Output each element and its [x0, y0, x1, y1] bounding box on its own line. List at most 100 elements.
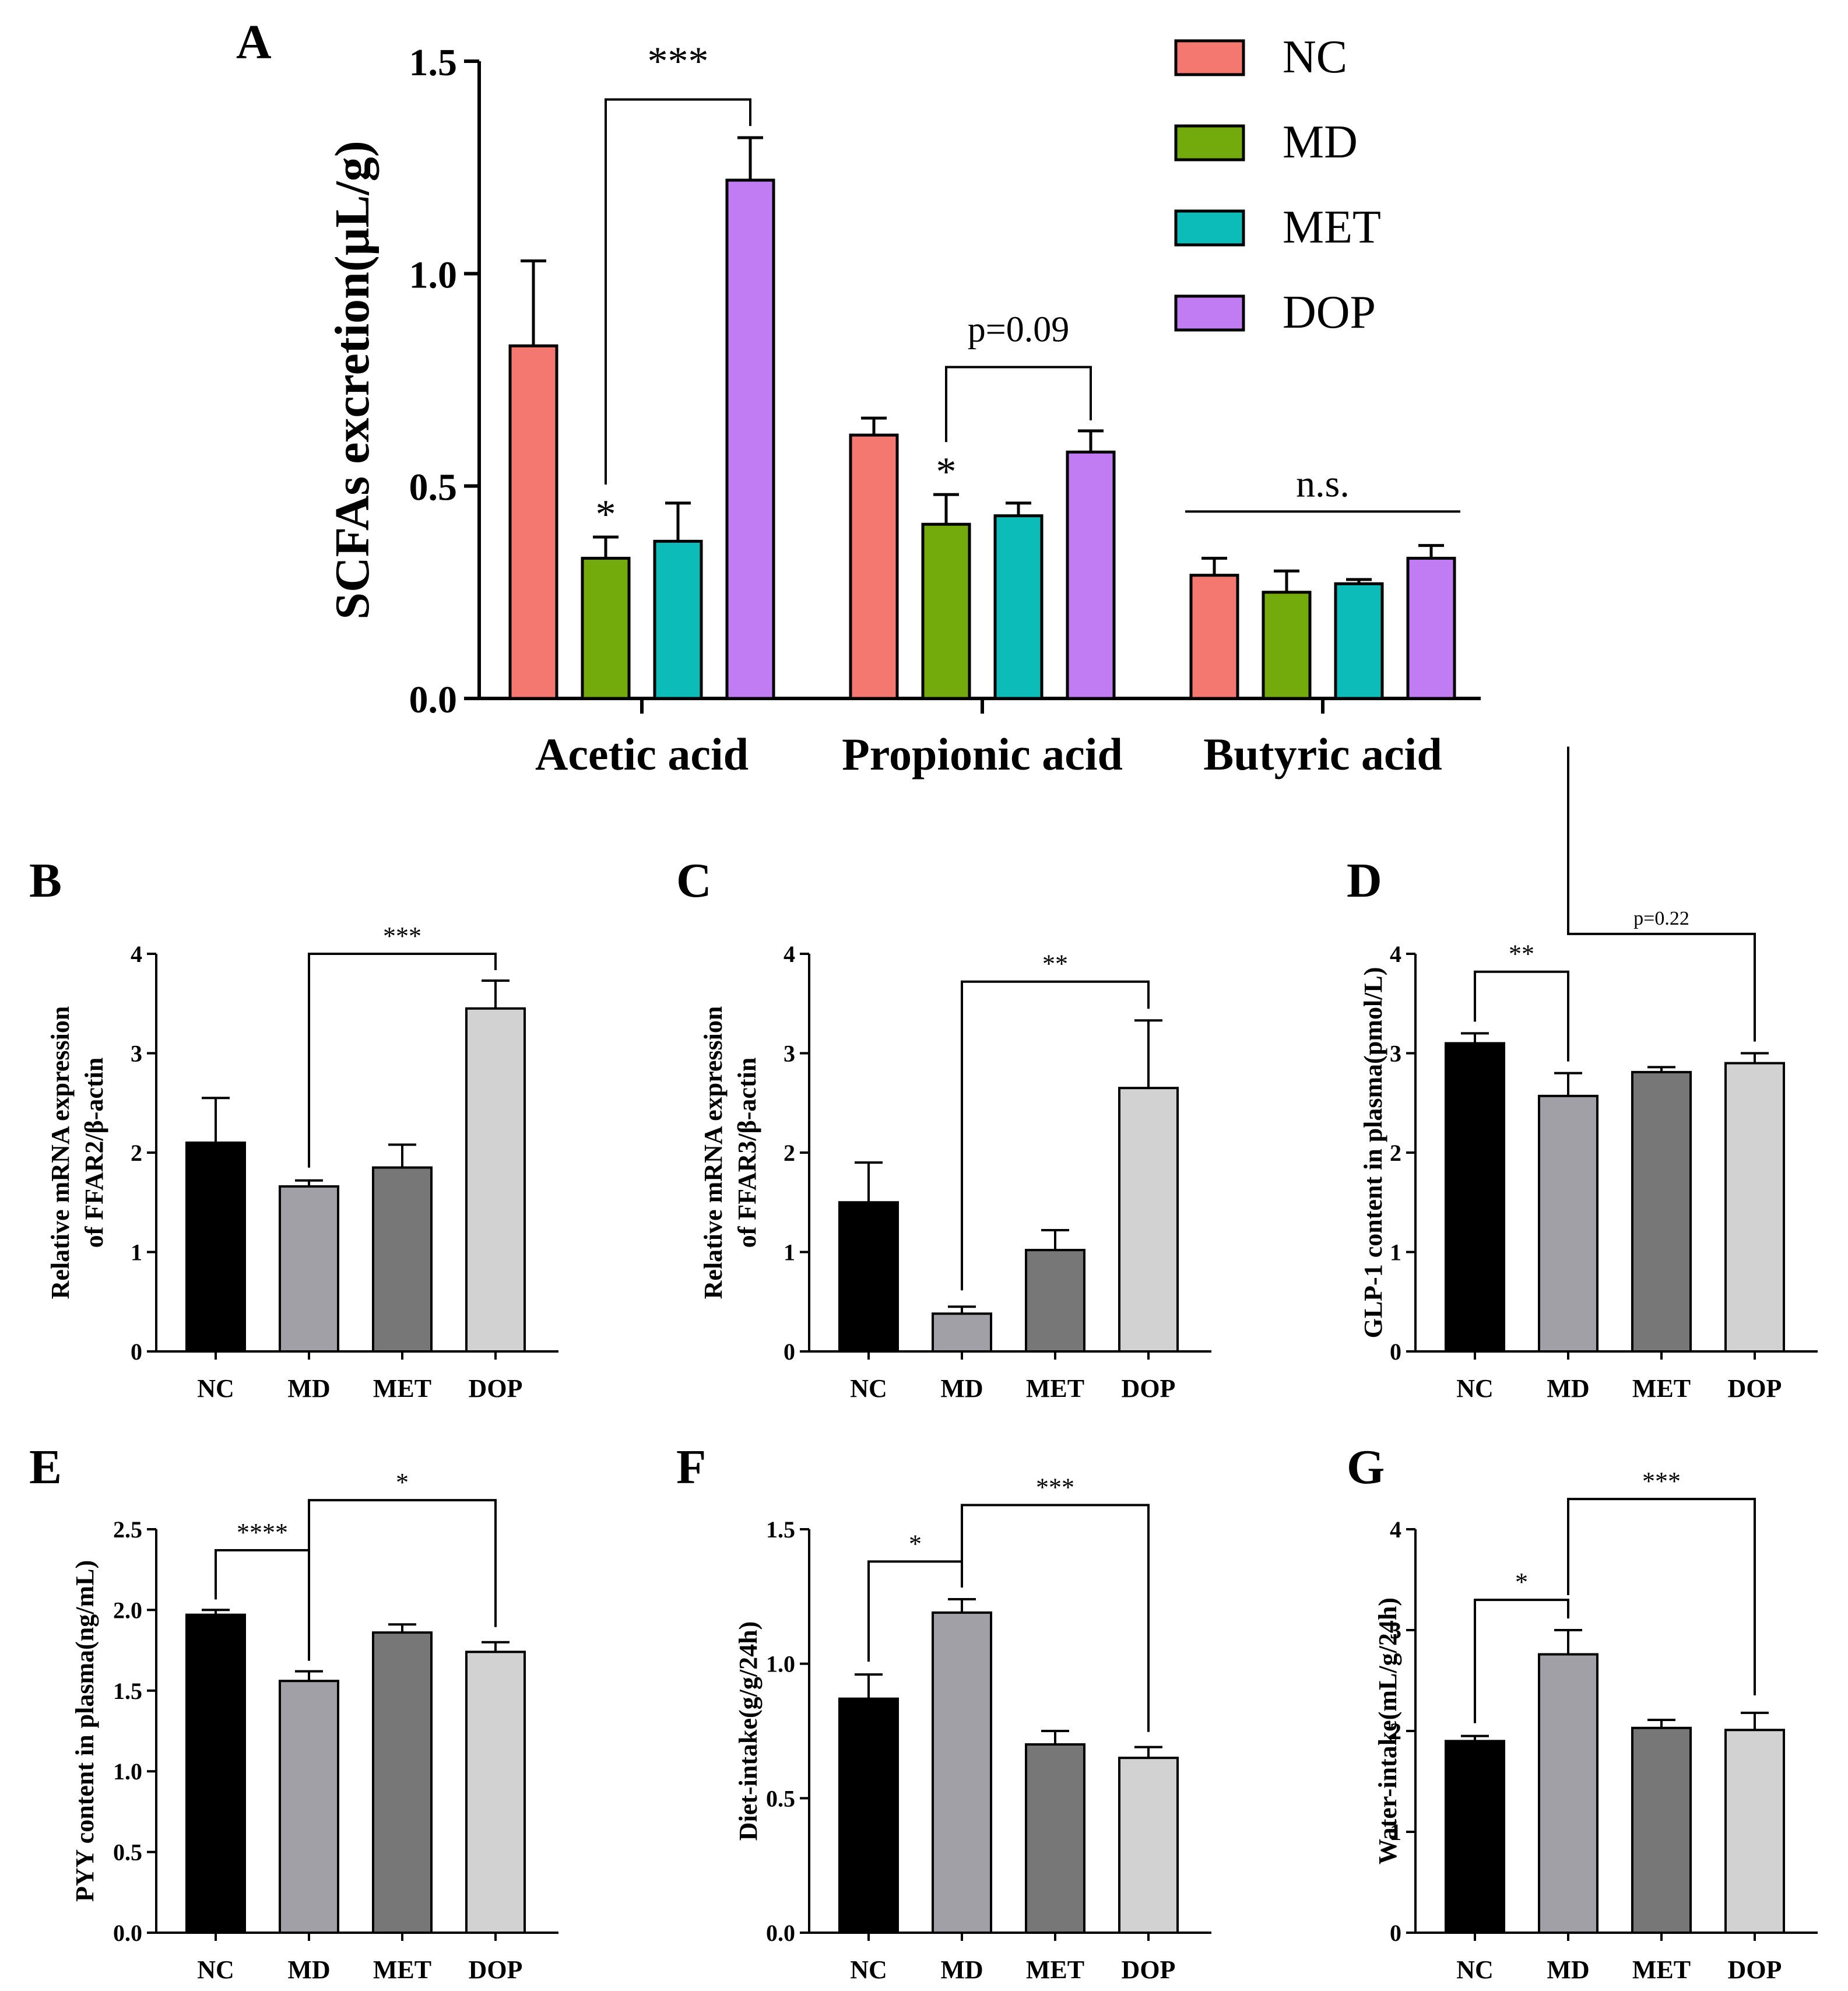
- significance-mark: ***: [383, 922, 421, 950]
- y-tick-label: 4: [131, 941, 142, 967]
- y-tick-label: 0: [1390, 1920, 1401, 1946]
- bar: [279, 1680, 339, 1934]
- bar: [1189, 574, 1239, 700]
- bar: [1631, 1070, 1692, 1353]
- x-tick-label: MD: [940, 1374, 983, 1403]
- bar: [838, 1201, 899, 1353]
- x-tick-label: Acetic acid: [535, 729, 749, 779]
- x-tick-label: DOP: [1728, 1374, 1782, 1403]
- significance-bracket: [1474, 970, 1569, 1062]
- x-tick-label: DOP: [1122, 1374, 1176, 1403]
- y-tick-label: 2: [1390, 1140, 1401, 1166]
- x-tick-label: DOP: [1728, 1955, 1782, 1984]
- bar: [1445, 1042, 1505, 1353]
- bar: [838, 1697, 899, 1934]
- x-tick-label: Butyric acid: [1203, 729, 1442, 779]
- bar: [1066, 450, 1116, 700]
- significance-bracket: [945, 366, 1092, 443]
- x-tick-label: MET: [1026, 1955, 1084, 1984]
- bar: [1538, 1094, 1598, 1353]
- significance-mark: p=0.09: [968, 310, 1069, 350]
- y-axis-label: GLP-1 content in plasma(pmol/L): [1359, 967, 1387, 1339]
- y-tick-label: 2: [784, 1140, 795, 1166]
- x-tick-label: MD: [940, 1955, 983, 1984]
- significance-mark: n.s.: [1296, 462, 1350, 505]
- significance-mark: **: [1509, 940, 1534, 968]
- y-axis-label: Relative mRNA expression: [699, 1006, 728, 1300]
- bar: [1445, 1740, 1505, 1934]
- significance-mark: p=0.22: [1633, 908, 1689, 929]
- panel-label: C: [676, 854, 712, 908]
- y-axis-label: PYY content in plasma(ng/mL): [71, 1560, 99, 1902]
- panel-label: E: [29, 1440, 62, 1494]
- y-tick-label: 0.5: [766, 1785, 795, 1811]
- y-tick-label: 0: [131, 1339, 142, 1365]
- panel-label: G: [1347, 1440, 1385, 1494]
- panel-label: D: [1347, 854, 1382, 908]
- x-tick-label: MD: [1547, 1955, 1589, 1984]
- bar: [932, 1312, 992, 1353]
- bar: [279, 1185, 339, 1353]
- bar: [921, 522, 971, 700]
- y-tick-label: 1: [131, 1239, 142, 1266]
- y-tick-label: 2: [131, 1140, 142, 1166]
- panel-c: C 0 1 2 3 4 Relative mRNA expression of FFAR3/β…: [676, 854, 1211, 1403]
- bar: [1025, 1249, 1085, 1353]
- x-tick-label: NC: [850, 1374, 887, 1403]
- significance-mark: **: [1042, 950, 1068, 978]
- bar: [1334, 582, 1384, 700]
- panel-f: F 0.0 0.5 1.0 1.5 Diet-intake(g/g/24h) NC MD MET…: [676, 1440, 1211, 1984]
- y-axis-label: SCFAs excretion(μL/g): [325, 141, 380, 619]
- bar: [1631, 1726, 1692, 1934]
- significance-bracket: [961, 980, 1150, 1291]
- y-axis-label: of FFAR3/β-actin: [733, 1058, 761, 1248]
- y-tick-label: 1: [784, 1239, 795, 1266]
- x-tick-label: MET: [373, 1955, 431, 1984]
- x-tick-label: MET: [373, 1374, 431, 1403]
- x-tick-label: MET: [1632, 1955, 1691, 1984]
- bar: [993, 514, 1044, 700]
- significance-bracket: [308, 953, 497, 1168]
- significance-mark: *: [596, 492, 616, 537]
- x-tick-label: NC: [1456, 1374, 1494, 1403]
- significance-mark: ****: [237, 1518, 288, 1547]
- y-tick-label: 0: [784, 1339, 795, 1365]
- legend-swatch: [1174, 39, 1245, 76]
- legend-swatch: [1174, 124, 1245, 161]
- y-tick-label: 0.0: [113, 1920, 142, 1946]
- x-tick-label: DOP: [469, 1955, 523, 1984]
- y-tick-label: 1: [1390, 1239, 1401, 1266]
- significance-mark: ***: [1642, 1467, 1681, 1495]
- bar: [372, 1166, 433, 1353]
- legend: NC MD MET DOP: [1174, 31, 1381, 338]
- significance-bracket: [308, 1499, 497, 1627]
- significance-mark: *: [396, 1468, 409, 1497]
- bar: [581, 557, 631, 700]
- bar: [465, 1651, 526, 1934]
- y-tick-label: 0.5: [113, 1839, 142, 1866]
- y-tick-label: 1.0: [766, 1651, 795, 1677]
- panel-a: A 0.0 0.5 1.0 1.5 SCFAs excretion(μL/g) Acetic…: [236, 15, 1481, 779]
- bar: [1262, 591, 1312, 700]
- significance-mark: *: [1515, 1568, 1528, 1596]
- x-tick-label: MD: [1547, 1374, 1589, 1403]
- y-tick-label: 0.0: [409, 679, 458, 721]
- y-axis-label: Water-intake(mL/g/24h): [1373, 1597, 1402, 1864]
- significance-mark: *: [936, 450, 957, 494]
- y-axis-label: of FFAR2/β-actin: [80, 1058, 108, 1248]
- x-tick-label: MD: [287, 1955, 330, 1984]
- bar: [1118, 1087, 1179, 1353]
- y-tick-label: 0.0: [766, 1920, 795, 1946]
- bar: [849, 433, 899, 700]
- y-tick-label: 3: [1390, 1041, 1401, 1067]
- bar: [465, 1007, 526, 1353]
- y-tick-label: 0: [1390, 1339, 1401, 1365]
- bar: [1406, 557, 1456, 700]
- significance-bracket: [1474, 1599, 1569, 1723]
- bar: [508, 344, 558, 700]
- legend-swatch: [1174, 209, 1245, 247]
- y-tick-label: 3: [784, 1041, 795, 1067]
- significance-bracket: [605, 98, 751, 485]
